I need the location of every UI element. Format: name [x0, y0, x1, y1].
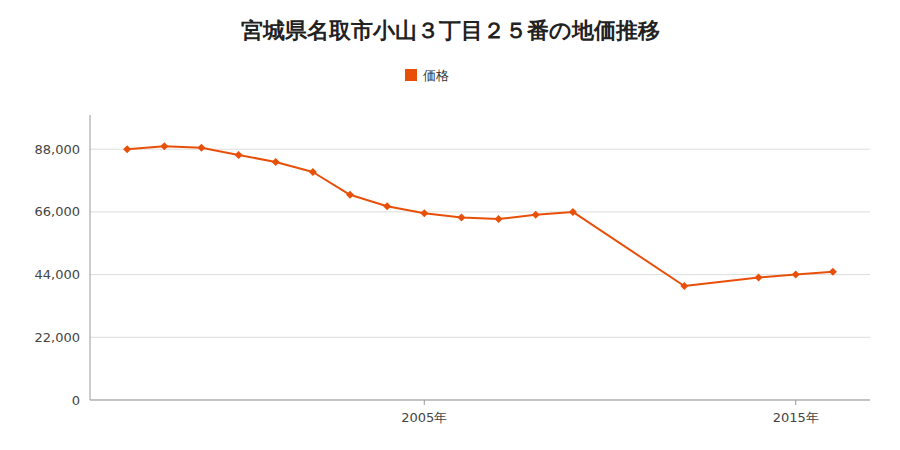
y-tick-label: 0 [72, 393, 80, 408]
x-tick [795, 400, 796, 405]
chart-container: 宮城県名取市小山３丁目２５番の地価推移 0 22,000 44,000 66,000 88… [0, 0, 900, 450]
marker [197, 144, 205, 152]
marker [495, 215, 503, 223]
marker [235, 151, 243, 159]
marker [272, 158, 280, 166]
chart: 宮城県名取市小山３丁目２５番の地価推移 0 22,000 44,000 66,000 88… [0, 0, 900, 450]
legend-swatch [405, 69, 417, 81]
grid-line [90, 211, 870, 212]
marker [309, 168, 317, 176]
plot-area [123, 142, 837, 290]
marker [123, 145, 131, 153]
marker [680, 282, 688, 290]
grid-line [90, 337, 870, 338]
x-tick-label: 2015年 [773, 410, 819, 425]
grid [90, 149, 870, 400]
marker [383, 202, 391, 210]
x-axis-line [90, 400, 870, 401]
line [127, 146, 833, 286]
marker [346, 191, 354, 199]
y-tick-label: 44,000 [35, 267, 81, 282]
marker [755, 273, 763, 281]
marker [160, 142, 168, 150]
grid-line [90, 400, 870, 401]
grid-line [90, 274, 870, 275]
legend-label: 価格 [423, 68, 449, 83]
marker [532, 211, 540, 219]
legend: 価格 [405, 68, 449, 83]
marker [457, 214, 465, 222]
marker [792, 271, 800, 279]
y-tick-label: 22,000 [35, 330, 81, 345]
marker [569, 208, 577, 216]
y-axis-line [90, 115, 91, 400]
x-tick [424, 400, 425, 405]
x-tick-label: 2005年 [401, 410, 447, 425]
title: 宮城県名取市小山３丁目２５番の地価推移 [241, 18, 660, 43]
marker [420, 209, 428, 217]
y-tick-label: 88,000 [35, 142, 81, 157]
y-tick-label: 66,000 [35, 204, 81, 219]
marker [829, 268, 837, 276]
